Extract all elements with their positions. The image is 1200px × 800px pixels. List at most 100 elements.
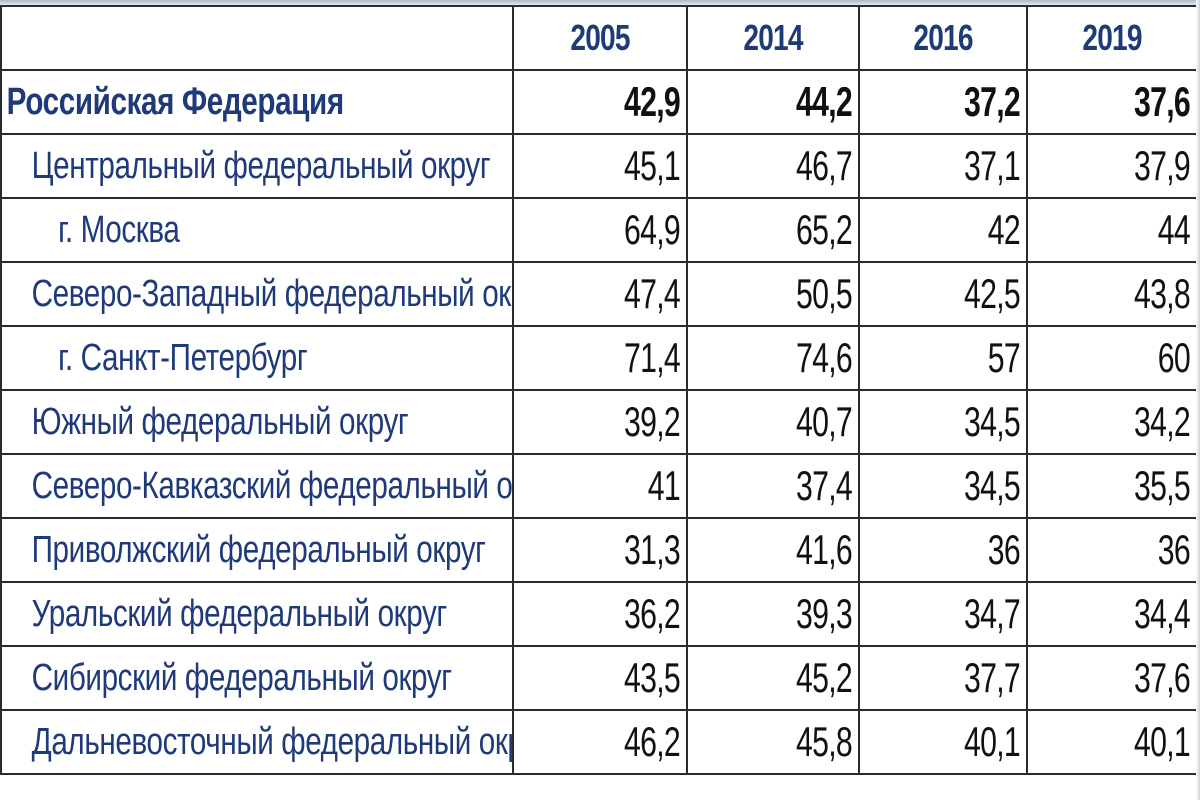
region-name-cell: Северо-Западный федеральный округ [0,261,514,327]
value-2014: 44,2 [796,78,853,125]
value-cell: 45,8 [686,709,860,775]
table-row: г. Москва 64,9 65,2 42 44 [0,197,1198,263]
region-name: Приволжский федеральный округ [31,528,486,571]
value-2014: 45,2 [796,654,853,701]
value-2014: 65,2 [796,206,853,253]
value-cell: 44 [1026,197,1198,263]
header-cell-year: 2005 [512,5,688,71]
value-cell: 39,2 [512,389,688,455]
value-cell: 37,7 [858,645,1028,711]
value-2005: 47,4 [624,270,681,317]
table-row: Сибирский федеральный округ 43,5 45,2 37,7 3… [0,645,1198,711]
value-2005: 45,1 [624,142,681,189]
value-cell: 42 [858,197,1028,263]
value-cell: 40,1 [1026,709,1198,775]
value-2016: 37,1 [964,142,1021,189]
value-2016: 34,5 [964,398,1021,445]
value-cell: 34,5 [858,453,1028,519]
value-2019: 34,4 [1134,590,1191,637]
header-cell-region [0,5,514,71]
header-year-2019: 2019 [1082,17,1142,58]
region-name-cell: Уральский федеральный округ [0,581,514,647]
region-name: Центральный федеральный округ [31,144,491,187]
value-cell: 43,5 [512,645,688,711]
value-2019: 37,9 [1134,142,1191,189]
region-name: Северо-Западный федеральный округ [31,272,513,315]
value-cell: 43,8 [1026,261,1198,327]
value-2016: 34,7 [964,590,1021,637]
value-cell: 41 [512,453,688,519]
region-name: Северо-Кавказский федеральный округ [31,464,513,507]
value-2014: 46,7 [796,142,853,189]
value-cell: 34,2 [1026,389,1198,455]
region-name-cell: Южный федеральный округ [0,389,514,455]
region-name: Российская Федерация [6,80,344,123]
region-name: Южный федеральный округ [31,400,409,443]
value-2016: 34,5 [964,462,1021,509]
region-name-cell: г. Москва [0,197,514,263]
header-cell-year: 2014 [686,5,860,71]
region-name-cell: Центральный федеральный округ [0,133,514,199]
region-name-cell: Приволжский федеральный округ [0,517,514,583]
value-cell: 36,2 [512,581,688,647]
value-cell: 37,9 [1026,133,1198,199]
value-cell: 36 [858,517,1028,583]
value-2016: 37,7 [964,654,1021,701]
header-year-2005: 2005 [570,17,630,58]
value-2014: 50,5 [796,270,853,317]
header-year-2016: 2016 [913,17,973,58]
value-cell: 50,5 [686,261,860,327]
value-cell: 37,1 [858,133,1028,199]
value-2005: 46,2 [624,718,681,765]
statistics-table: 2005 2014 2016 2019 Российская Федерация… [0,5,1198,775]
value-cell: 37,2 [858,69,1028,135]
value-2005: 41 [648,462,681,509]
region-name: г. Санкт-Петербург [58,336,308,379]
region-name: Уральский федеральный округ [31,592,448,635]
value-cell: 47,4 [512,261,688,327]
value-2019: 35,5 [1134,462,1191,509]
value-2005: 36,2 [624,590,681,637]
value-cell: 37,6 [1026,69,1198,135]
value-cell: 40,1 [858,709,1028,775]
value-2005: 64,9 [624,206,681,253]
value-2016: 37,2 [964,78,1021,125]
value-cell: 41,6 [686,517,860,583]
value-2019: 60 [1158,334,1191,381]
value-2005: 31,3 [624,526,681,573]
region-name-cell: Российская Федерация [0,69,514,135]
value-cell: 71,4 [512,325,688,391]
header-cell-year: 2019 [1026,5,1198,71]
header-cell-year: 2016 [858,5,1028,71]
value-2019: 43,8 [1134,270,1191,317]
value-2014: 45,8 [796,718,853,765]
value-2014: 37,4 [796,462,853,509]
value-cell: 74,6 [686,325,860,391]
region-name: Сибирский федеральный округ [31,656,452,699]
value-cell: 39,3 [686,581,860,647]
value-2016: 40,1 [964,718,1021,765]
value-2005: 42,9 [624,78,681,125]
region-name: Дальневосточный федеральный округ [31,720,513,763]
value-2019: 36 [1158,526,1191,573]
region-name-cell: Северо-Кавказский федеральный округ [0,453,514,519]
value-cell: 57 [858,325,1028,391]
value-cell: 34,5 [858,389,1028,455]
table-row: Приволжский федеральный округ 31,3 41,6 36 3… [0,517,1198,583]
region-name-cell: г. Санкт-Петербург [0,325,514,391]
header-row: 2005 2014 2016 2019 [0,5,1198,71]
value-2016: 36 [988,526,1021,573]
value-2005: 43,5 [624,654,681,701]
table-row: Центральный федеральный округ 45,1 46,7 37,… [0,133,1198,199]
region-name-cell: Дальневосточный федеральный округ [0,709,514,775]
value-cell: 40,7 [686,389,860,455]
value-2005: 39,2 [624,398,681,445]
table-row: Южный федеральный округ 39,2 40,7 34,5 34,2 [0,389,1198,455]
value-cell: 37,6 [1026,645,1198,711]
value-cell: 46,7 [686,133,860,199]
value-cell: 36 [1026,517,1198,583]
value-cell: 35,5 [1026,453,1198,519]
value-2014: 40,7 [796,398,853,445]
value-cell: 60 [1026,325,1198,391]
